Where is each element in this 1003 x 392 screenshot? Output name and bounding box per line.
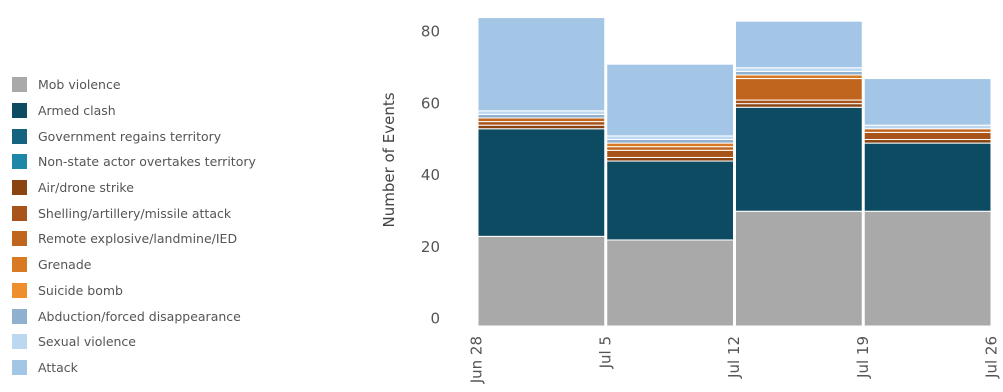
legend-item[interactable]: Air/drone strike xyxy=(12,175,312,201)
legend-item[interactable]: Armed clash xyxy=(12,98,312,124)
legend-swatch xyxy=(12,308,27,324)
legend-swatch xyxy=(12,77,27,93)
legend-label: Remote explosive/landmine/IED xyxy=(38,231,238,247)
bar-segment[interactable] xyxy=(863,124,992,130)
bar-segment[interactable] xyxy=(735,78,863,101)
bar-segment[interactable] xyxy=(477,121,606,126)
legend-label: Abduction/forced disappearance xyxy=(38,308,241,324)
bar-segment[interactable] xyxy=(863,210,992,327)
bar-segment[interactable] xyxy=(606,63,734,137)
x-axis-ticks: Jun 28 Jul 5 Jul 12 Jul 19 Jul 26 xyxy=(468,336,1001,384)
legend-swatch xyxy=(12,257,27,273)
bar-segment[interactable] xyxy=(863,139,992,144)
y-tick-label: 20 xyxy=(421,238,440,256)
legend-label: Non-state actor overtakes territory xyxy=(38,154,256,170)
legend-item[interactable]: Abduction/forced disappearance xyxy=(12,303,312,329)
legend-label: Mob violence xyxy=(38,77,121,93)
bar-segment[interactable] xyxy=(863,78,992,126)
bar-segment[interactable] xyxy=(606,139,734,144)
legend-item[interactable]: Suicide bomb xyxy=(12,278,312,304)
x-tick-label: Jul 19 xyxy=(854,336,872,379)
bar-segment[interactable] xyxy=(606,135,734,141)
bar-segment[interactable] xyxy=(735,103,863,108)
legend-label: Air/drone strike xyxy=(38,180,134,196)
legend-swatch xyxy=(12,282,27,298)
bar-segment[interactable] xyxy=(477,113,606,119)
bar-segment[interactable] xyxy=(477,124,606,130)
bar-segment[interactable] xyxy=(863,128,992,133)
bar-segment[interactable] xyxy=(863,142,992,212)
legend-swatch xyxy=(12,334,27,350)
x-tick-label: Jul 12 xyxy=(725,336,743,379)
bar-segment[interactable] xyxy=(735,106,863,212)
bar-segment[interactable] xyxy=(735,74,863,80)
bars xyxy=(477,17,992,327)
bar-segment[interactable] xyxy=(735,20,863,69)
bar-segment[interactable] xyxy=(477,17,606,112)
bar-segment[interactable] xyxy=(606,239,734,327)
bar-segment[interactable] xyxy=(606,160,734,241)
legend-item[interactable]: Shelling/artillery/missile attack xyxy=(12,200,312,226)
legend-item[interactable]: Grenade xyxy=(12,252,312,278)
y-tick-label: 80 xyxy=(421,23,440,41)
legend-swatch xyxy=(12,103,27,119)
legend-swatch xyxy=(12,205,27,221)
x-tick-label: Jun 28 xyxy=(468,336,486,384)
legend-swatch xyxy=(12,231,27,247)
y-tick-label: 0 xyxy=(430,310,440,328)
legend-label: Sexual violence xyxy=(38,334,136,350)
legend-swatch xyxy=(12,359,27,375)
y-tick-label: 40 xyxy=(421,166,440,184)
legend-label: Government regains territory xyxy=(38,128,222,144)
legend-label: Shelling/artillery/missile attack xyxy=(38,205,232,221)
bar-segment[interactable] xyxy=(606,146,734,151)
legend-label: Suicide bomb xyxy=(38,282,123,298)
x-tick-label: Jul 26 xyxy=(983,336,1001,379)
bar-segment[interactable] xyxy=(735,210,863,327)
legend-item[interactable]: Sexual violence xyxy=(12,329,312,355)
legend-item[interactable]: Government regains territory xyxy=(12,123,312,149)
bar-segment[interactable] xyxy=(477,110,606,115)
legend: Mob violence Armed clash Government regain… xyxy=(12,72,312,380)
bar-segment[interactable] xyxy=(477,235,606,327)
bar-segment[interactable] xyxy=(735,67,863,72)
y-axis-ticks: 0 20 40 60 80 xyxy=(421,23,440,328)
bar-segment[interactable] xyxy=(735,70,863,76)
legend-label: Attack xyxy=(38,359,78,375)
bar-segment[interactable] xyxy=(735,99,863,105)
bar-segment[interactable] xyxy=(606,142,734,148)
legend-item[interactable]: Non-state actor overtakes territory xyxy=(12,149,312,175)
legend-item[interactable]: Mob violence xyxy=(12,72,312,98)
bar-segment[interactable] xyxy=(477,117,606,123)
y-axis-title: Number of Events xyxy=(380,92,398,227)
legend-item[interactable]: Attack xyxy=(12,355,312,381)
legend-swatch xyxy=(12,180,27,196)
legend-swatch xyxy=(12,128,27,144)
x-tick-label: Jul 5 xyxy=(596,336,614,369)
legend-label: Grenade xyxy=(38,257,92,273)
y-tick-label: 60 xyxy=(421,94,440,112)
bar-segment[interactable] xyxy=(606,156,734,162)
bar-segment[interactable] xyxy=(477,128,606,237)
legend-label: Armed clash xyxy=(38,103,116,119)
legend-item[interactable]: Remote explosive/landmine/IED xyxy=(12,226,312,252)
bar-segment[interactable] xyxy=(863,131,992,141)
bar-segment[interactable] xyxy=(606,149,734,158)
legend-swatch xyxy=(12,154,27,170)
